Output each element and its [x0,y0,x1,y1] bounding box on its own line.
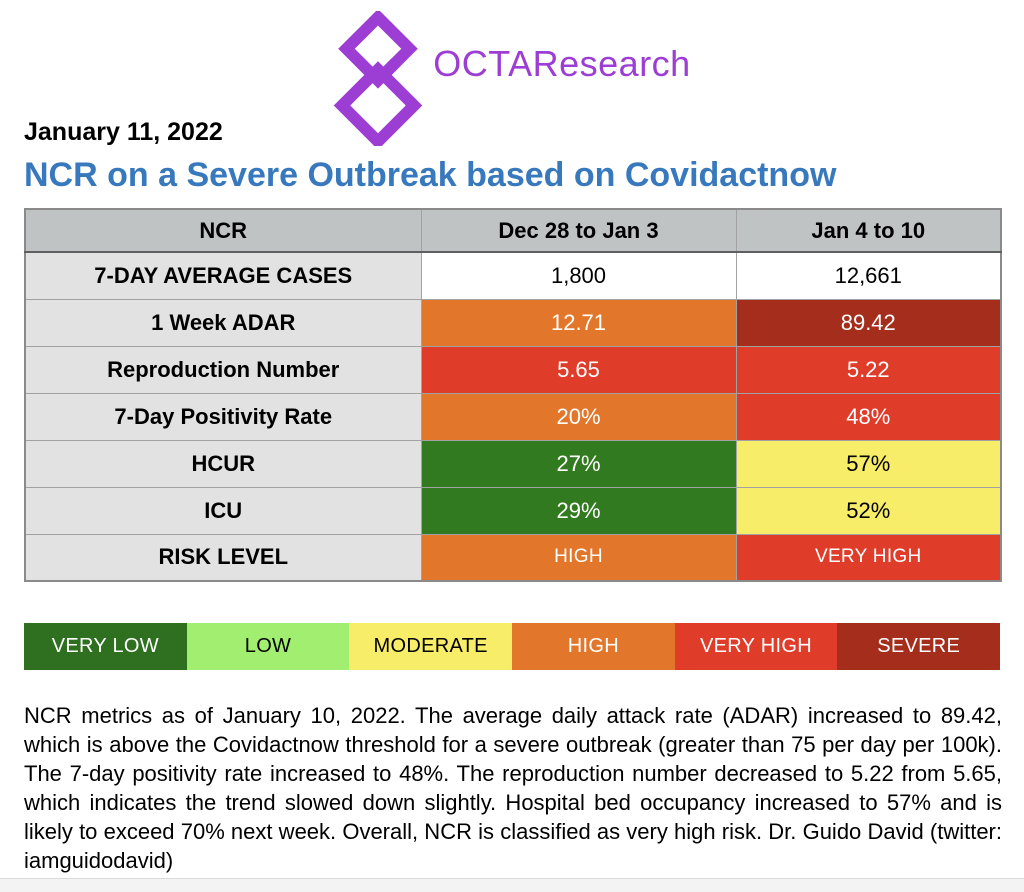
legend-item: HIGH [512,623,675,670]
row-label: HCUR [24,439,422,488]
value-cell: 12.71 [420,298,737,347]
value-cell: 1,800 [420,251,737,300]
value-cell: 52% [735,486,1002,535]
table-row: 7-Day Positivity Rate 20% 48% [24,392,1002,441]
page-title: NCR on a Severe Outbreak based on Covida… [24,156,837,194]
value-cell: 48% [735,392,1002,441]
value-cell: 27% [420,439,737,488]
value-cell: VERY HIGH [735,533,1002,582]
table-row: Reproduction Number 5.65 5.22 [24,345,1002,394]
column-header: Jan 4 to 10 [735,208,1002,253]
summary-text: NCR metrics as of January 10, 2022. The … [24,703,1002,873]
value-cell: HIGH [420,533,737,582]
table-row: 1 Week ADAR 12.71 89.42 [24,298,1002,347]
table-body: 7-DAY AVERAGE CASES 1,800 12,661 1 Week ADA… [24,251,1002,582]
legend-item: SEVERE [837,623,1001,670]
column-header: NCR [24,208,422,253]
row-label: Reproduction Number [24,345,422,394]
footer-strip [0,878,1024,892]
table-row: HCUR 27% 57% [24,439,1002,488]
value-cell: 12,661 [735,251,1002,300]
row-label: ICU [24,486,422,535]
value-cell: 5.65 [420,345,737,394]
date-line: January 11, 2022 [24,118,223,146]
legend-item: VERY HIGH [674,623,838,670]
metrics-table: NCR Dec 28 to Jan 3 Jan 4 to 10 7-DAY AVER… [24,208,1002,582]
table-row: ICU 29% 52% [24,486,1002,535]
logo-text: OCTAResearch [433,43,691,84]
value-cell: 89.42 [735,298,1002,347]
value-cell: 29% [420,486,737,535]
row-label: RISK LEVEL [24,533,422,582]
legend-item: MODERATE [349,623,513,670]
table-row: RISK LEVEL HIGH VERY HIGH [24,533,1002,582]
table-header-row: NCR Dec 28 to Jan 3 Jan 4 to 10 [24,208,1002,253]
legend-item: VERY LOW [24,623,187,670]
logo: OCTAResearch [0,8,1024,148]
value-cell: 5.22 [735,345,1002,394]
legend-item: LOW [186,623,350,670]
value-cell: 20% [420,392,737,441]
risk-legend: VERY LOW LOW MODERATE HIGH VERY HIGH SEVERE [24,623,1001,670]
table-row: 7-DAY AVERAGE CASES 1,800 12,661 [24,251,1002,300]
row-label: 7-DAY AVERAGE CASES [24,251,422,300]
column-header: Dec 28 to Jan 3 [420,208,737,253]
interlocking-diamonds-icon [334,10,423,146]
value-cell: 57% [735,439,1002,488]
row-label: 7-Day Positivity Rate [24,392,422,441]
row-label: 1 Week ADAR [24,298,422,347]
